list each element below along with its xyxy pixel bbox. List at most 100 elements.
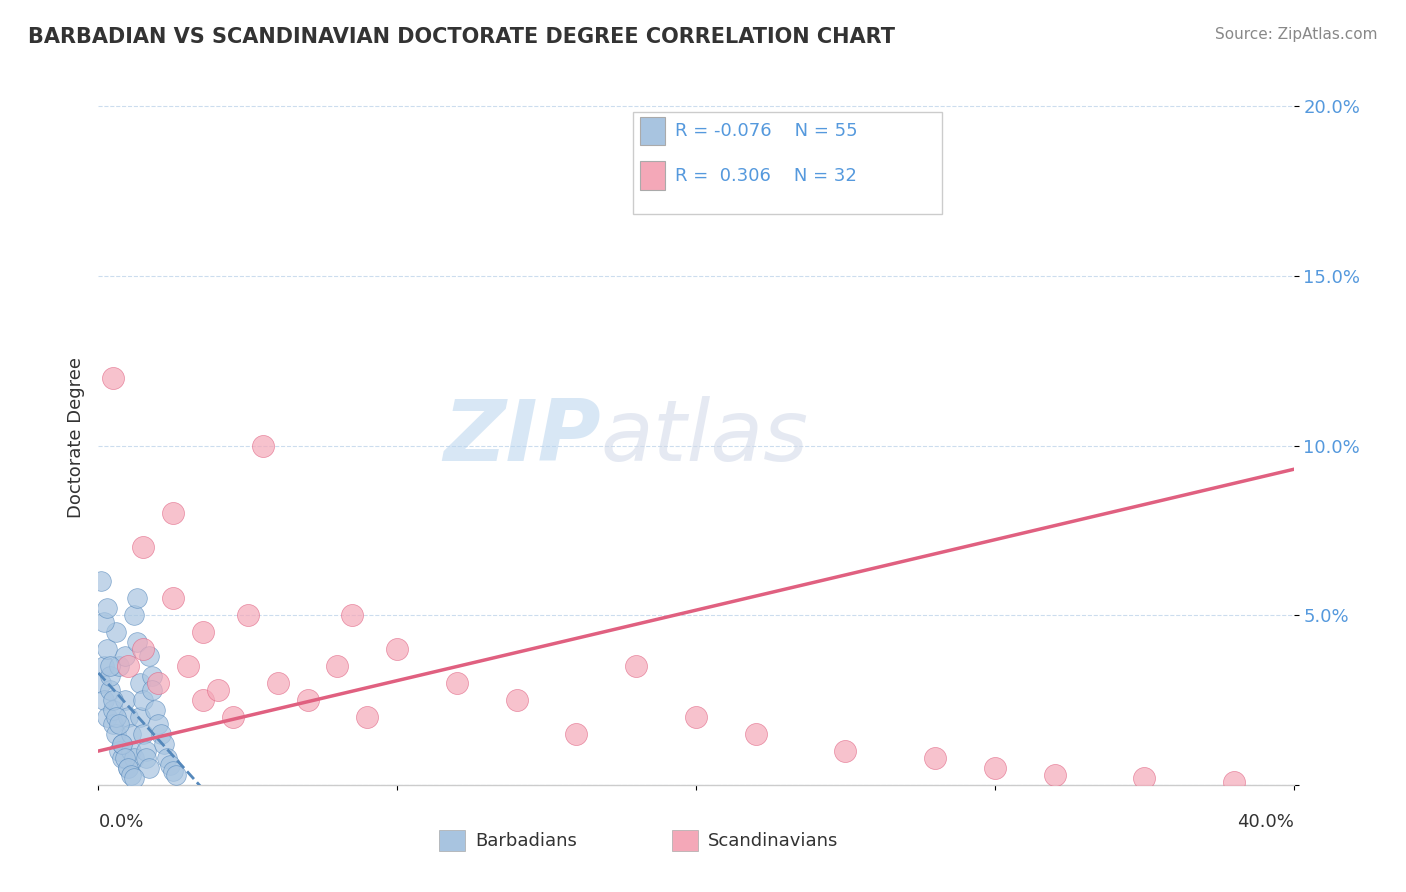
FancyBboxPatch shape (672, 830, 699, 851)
Point (124, 608, 146, 623)
Point (138, 648, 160, 663)
Point (114, 648, 136, 663)
Point (745, 727, 768, 741)
Point (138, 761, 160, 775)
Point (114, 693, 136, 707)
Point (191, 625, 214, 640)
Point (177, 659, 200, 673)
Point (156, 751, 179, 765)
Point (132, 727, 155, 741)
Point (446, 676, 468, 690)
Point (108, 744, 131, 758)
Point (132, 693, 155, 707)
Point (124, 751, 146, 765)
Point (114, 751, 136, 765)
Point (159, 757, 181, 772)
Text: R = -0.076    N = 55: R = -0.076 N = 55 (675, 122, 858, 140)
Point (1133, 771, 1156, 785)
Point (141, 669, 163, 683)
Point (148, 676, 170, 690)
Text: 40.0%: 40.0% (1237, 813, 1294, 830)
Point (141, 682, 163, 697)
Point (834, 744, 856, 758)
Point (984, 761, 1007, 775)
Point (90, 574, 112, 589)
Text: Barbadians: Barbadians (475, 831, 576, 849)
Point (165, 768, 187, 782)
Point (924, 751, 946, 765)
Point (129, 676, 152, 690)
Point (98, 669, 122, 683)
Point (162, 764, 184, 779)
Point (93, 693, 115, 707)
Point (108, 659, 131, 673)
Point (117, 761, 139, 775)
Point (120, 744, 142, 758)
Y-axis label: Doctorate Degree: Doctorate Degree (66, 357, 84, 517)
Point (103, 717, 125, 731)
Point (135, 751, 157, 765)
Point (191, 693, 214, 707)
Text: ZIP: ZIP (443, 395, 600, 479)
Point (143, 703, 166, 717)
Point (117, 659, 139, 673)
Point (120, 768, 142, 782)
Text: R =  0.306    N = 32: R = 0.306 N = 32 (675, 167, 856, 185)
Point (124, 771, 146, 785)
Point (207, 682, 229, 697)
Point (267, 676, 290, 690)
Point (565, 727, 588, 741)
Point (135, 744, 157, 758)
Point (105, 727, 128, 741)
Point (98, 682, 122, 697)
Point (90, 676, 112, 690)
Point (506, 693, 529, 707)
Point (297, 693, 319, 707)
Point (1223, 774, 1246, 789)
Point (98, 659, 122, 673)
Text: BARBADIAN VS SCANDINAVIAN DOCTORATE DEGREE CORRELATION CHART: BARBADIAN VS SCANDINAVIAN DOCTORATE DEGR… (28, 27, 896, 46)
Point (342, 608, 364, 623)
Point (252, 439, 274, 453)
Point (111, 737, 134, 751)
Point (1043, 768, 1066, 782)
Point (127, 635, 149, 649)
Point (626, 659, 648, 673)
Point (162, 591, 184, 606)
Point (385, 642, 409, 657)
Point (96, 601, 118, 615)
Point (111, 737, 134, 751)
Point (153, 737, 176, 751)
FancyBboxPatch shape (439, 830, 465, 851)
Point (103, 370, 125, 384)
Point (105, 625, 128, 640)
Point (129, 710, 152, 724)
Point (685, 710, 707, 724)
Point (93, 615, 115, 629)
Point (148, 717, 170, 731)
Point (96, 642, 118, 657)
Point (127, 591, 149, 606)
Point (103, 693, 125, 707)
Point (103, 703, 125, 717)
Point (117, 761, 139, 775)
Text: Scandinavians: Scandinavians (709, 831, 838, 849)
Point (236, 608, 259, 623)
Point (117, 710, 139, 724)
Point (326, 659, 349, 673)
Point (111, 751, 134, 765)
Point (120, 727, 142, 741)
Point (108, 717, 131, 731)
Point (96, 710, 118, 724)
Point (162, 507, 184, 521)
Point (150, 727, 173, 741)
Point (93, 659, 115, 673)
Point (105, 710, 128, 724)
Point (132, 541, 155, 555)
Text: Source: ZipAtlas.com: Source: ZipAtlas.com (1215, 27, 1378, 42)
Point (222, 710, 245, 724)
Point (356, 710, 378, 724)
Text: 0.0%: 0.0% (98, 813, 143, 830)
Point (132, 642, 155, 657)
Text: atlas: atlas (600, 395, 808, 479)
